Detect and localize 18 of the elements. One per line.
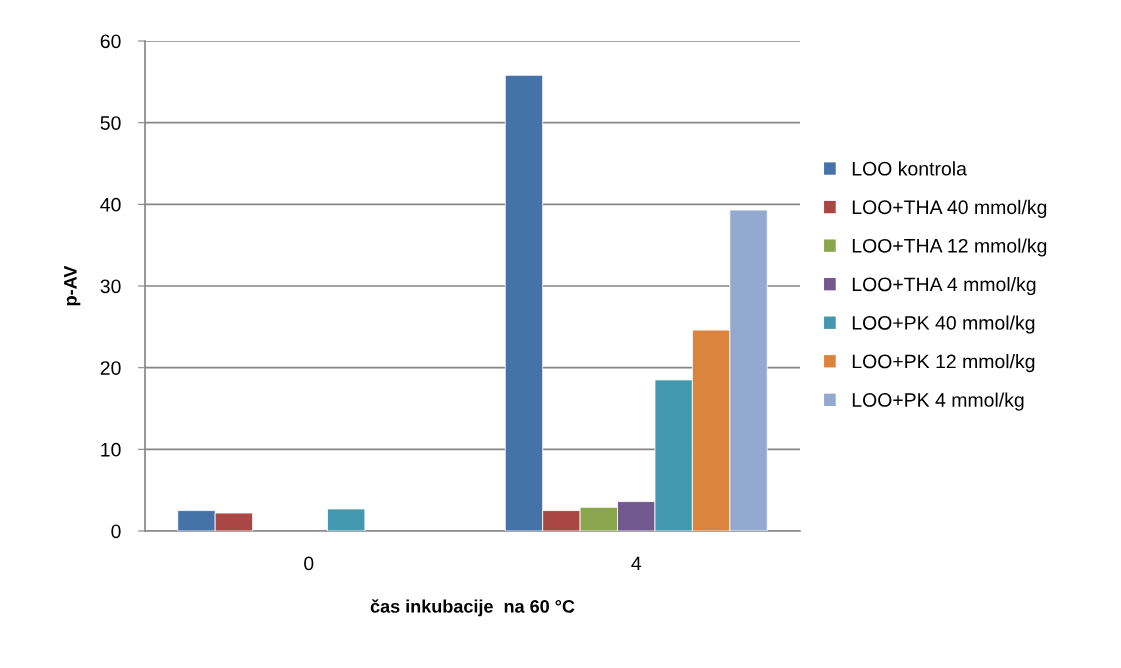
- x-axis-title: čas inkubacije na 60 °C: [370, 599, 575, 617]
- legend-label: LOO+THA 12 mmol/kg: [852, 238, 1047, 257]
- x-tick-label: 4: [631, 556, 642, 571]
- y-tick-label: 40: [100, 197, 121, 212]
- bar: [327, 508, 366, 531]
- y-tick-label: 20: [100, 361, 121, 375]
- y-tick-label: 30: [100, 279, 121, 294]
- y-tick-label: 50: [100, 116, 121, 130]
- legend-label: LOO kontrola: [852, 161, 967, 176]
- legend-label: LOO+PK 12 mmol/kg: [852, 354, 1035, 373]
- legend-label: LOO+THA 4 mmol/kg: [852, 276, 1036, 296]
- y-tick-label: 0: [111, 524, 121, 539]
- y-tick-label: 10: [101, 442, 121, 457]
- legend-label: LOO+PK 40 mmol/kg: [852, 315, 1035, 334]
- y-tick-label: 60: [100, 34, 121, 49]
- legend-label: LOO+PK 4 mmol/kg: [852, 392, 1024, 411]
- legend-label: LOO+THA 40 mmol/kg: [852, 199, 1047, 218]
- y-axis-title: p-AV: [64, 265, 81, 306]
